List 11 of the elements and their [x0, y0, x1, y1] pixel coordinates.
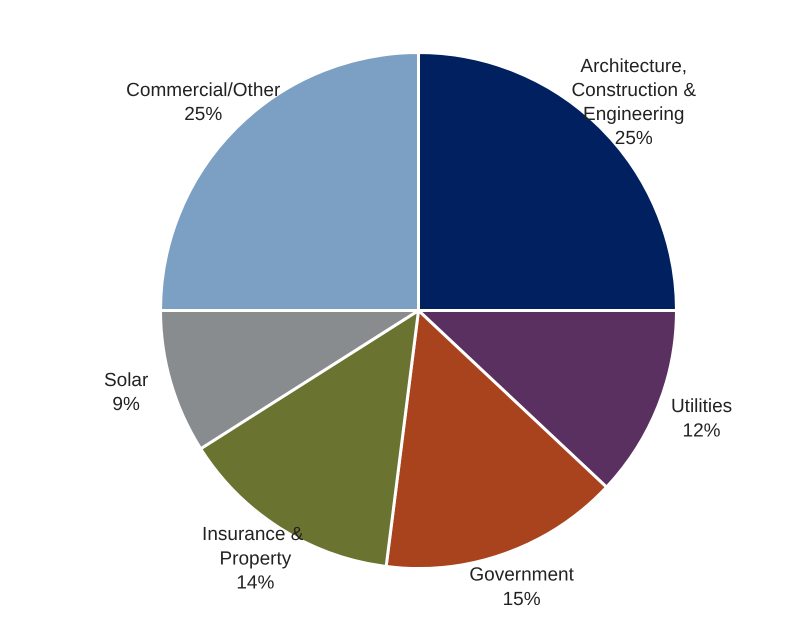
data-label: 25%: [184, 104, 222, 126]
data-label: 14%: [236, 572, 274, 594]
data-label: 9%: [112, 394, 140, 416]
data-label: 12%: [682, 420, 721, 442]
slice-label: Solar: [104, 370, 149, 391]
slice-label: Government: [469, 564, 575, 586]
slice-label: Architecture, Construction & Engineering: [571, 56, 696, 126]
slice-label: Utilities: [670, 396, 732, 418]
data-label: 25%: [614, 128, 653, 150]
data-label: 15%: [502, 588, 541, 610]
slice-label: Commercial/Other: [126, 80, 281, 101]
